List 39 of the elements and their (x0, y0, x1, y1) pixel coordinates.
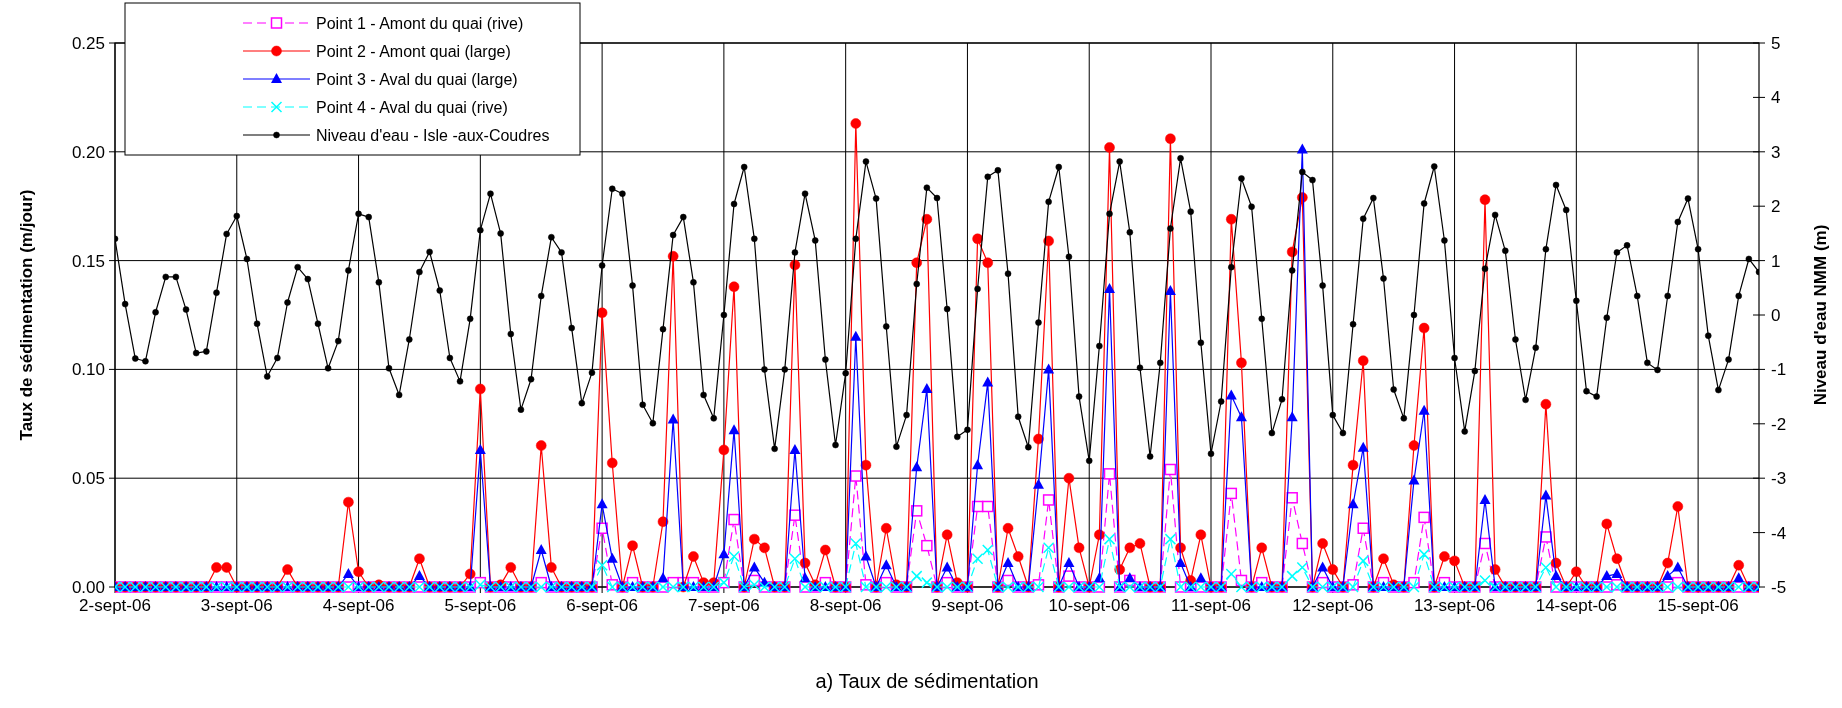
y2-tick-label: 3 (1771, 142, 1781, 162)
y2-tick-label: -2 (1771, 414, 1787, 434)
legend-label: Point 2 - Amont quai (large) (316, 42, 511, 60)
legend-label: Point 3 - Aval du quai (large) (316, 70, 518, 88)
text: a) Taux de sédimentation (815, 670, 1039, 692)
legend-label: Point 1 - Amont du quai (rive) (316, 14, 524, 32)
x-tick-label: 6-sept-06 (566, 596, 639, 615)
y2-tick-label: 2 (1771, 197, 1781, 217)
x-tick-label: 2-sept-06 (79, 596, 151, 615)
y2-axis-title: Niveau d'eau NMM (m) (1811, 224, 1830, 406)
x-tick-label: 9-sept-06 (931, 596, 1004, 615)
y2-tick-label: -1 (1771, 360, 1787, 380)
x-tick-label: 5-sept-06 (444, 596, 517, 615)
y2-tick-label: 1 (1771, 251, 1781, 271)
y-axis-title: Taux de sédimentation (m/jour) (17, 189, 36, 441)
x-tick-label: 13-sept-06 (1413, 596, 1496, 615)
y2-tick-label: -3 (1771, 469, 1787, 489)
y-tick-label: 0.10 (71, 360, 105, 380)
x-tick-label: 3-sept-06 (200, 596, 273, 615)
y2-tick-label: 0 (1771, 305, 1781, 325)
y-tick-label: 0.00 (71, 577, 105, 597)
y-tick-label: 0.20 (71, 142, 105, 162)
y-tick-label: 0.25 (71, 33, 105, 53)
x-tick-label: 15-sept-06 (1657, 596, 1739, 615)
legend-label: Niveau d'eau - Isle -aux-Coudres (316, 126, 550, 144)
x-tick-label: 4-sept-06 (322, 596, 395, 615)
x-tick-label: 10-sept-06 (1048, 596, 1130, 615)
y2-tick-label: -4 (1771, 523, 1787, 543)
legend-label: Point 4 - Aval du quai (rive) (316, 98, 508, 116)
y-tick-label: 0.15 (71, 251, 105, 271)
y2-tick-label: 4 (1771, 88, 1781, 108)
x-tick-label: 14-sept-06 (1535, 596, 1617, 615)
y2-tick-label: 5 (1771, 33, 1781, 53)
y2-tick-label: -5 (1771, 577, 1787, 597)
x-tick-label: 12-sept-06 (1292, 596, 1374, 615)
x-tick-label: 7-sept-06 (687, 596, 760, 615)
x-tick-label: 11-sept-06 (1170, 596, 1252, 615)
y-tick-label: 0.05 (71, 469, 105, 489)
x-tick-label: 8-sept-06 (809, 596, 882, 615)
